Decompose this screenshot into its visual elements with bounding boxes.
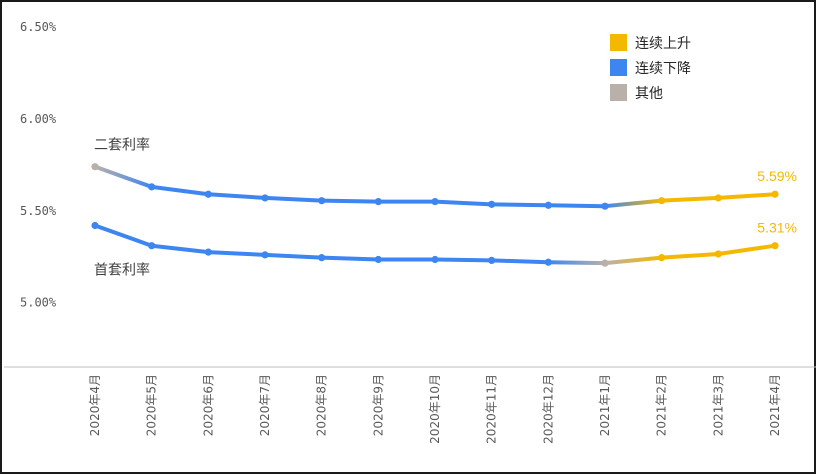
data-point [544, 201, 552, 209]
data-point [204, 190, 212, 198]
series-line-segment [433, 257, 494, 263]
y-axis: 5.00% 5.50% 6.00% 6.50% [20, 20, 57, 310]
series-line-segment [716, 243, 777, 256]
legend-item: 其他 [610, 84, 663, 102]
series-line-segment [93, 223, 154, 248]
series-1: 首套利率 5.31% [91, 220, 797, 278]
data-point [488, 256, 496, 265]
x-tick-label: 2020年5月 [145, 374, 159, 436]
data-point [488, 200, 496, 208]
end-value-label: 5.59% [757, 168, 797, 184]
legend-label: 连续上升 [635, 35, 691, 52]
data-point [714, 194, 722, 202]
series-line-segment [206, 250, 267, 257]
x-tick-label: 2020年7月 [258, 374, 272, 436]
series-0: 二套利率 5.59% [91, 137, 797, 210]
data-point [91, 163, 99, 171]
data-point [431, 255, 439, 264]
legend-label: 连续下降 [635, 60, 691, 77]
x-tick-label: 2020年4月 [88, 374, 102, 436]
series-line-segment [263, 252, 324, 260]
legend-item: 连续上升 [610, 34, 691, 52]
data-point [374, 255, 382, 264]
series-line-segment [319, 255, 381, 262]
data-point [771, 242, 779, 250]
legend-label: 其他 [635, 86, 663, 102]
series-line-segment [546, 260, 607, 266]
series-line-segment [149, 243, 211, 255]
data-point [714, 250, 722, 258]
x-tick-label: 2021年2月 [655, 374, 669, 436]
series-line-segment [659, 251, 721, 260]
x-tick-label: 2021年4月 [768, 374, 782, 436]
x-tick-label: 2020年10月 [428, 374, 442, 444]
x-tick-label: 2020年6月 [201, 374, 215, 436]
series-line-segment [93, 164, 154, 189]
series-line-segment [489, 258, 551, 265]
data-point [261, 194, 269, 202]
legend-item: 连续下降 [610, 59, 691, 77]
data-point [318, 254, 326, 262]
data-point [148, 183, 156, 191]
data-point [91, 221, 99, 230]
data-point [261, 251, 269, 259]
data-point [544, 258, 552, 266]
data-point [601, 202, 609, 210]
data-point [658, 197, 666, 205]
x-axis: 2020年4月 2020年5月 2020年6月 2020年7月 2020年8月 2020年… [88, 374, 782, 444]
y-tick-label: 5.00% [20, 296, 57, 310]
series-line-segment [433, 199, 494, 207]
y-tick-label: 6.00% [20, 112, 57, 126]
series-layer: 二套利率 5.59% 首套利率 5.31% [91, 137, 797, 278]
data-point [601, 259, 609, 267]
data-point [318, 197, 326, 205]
data-point [431, 197, 439, 206]
y-tick-label: 6.50% [20, 20, 57, 34]
series-name-label: 首套利率 [94, 261, 150, 278]
series-line-segment [716, 192, 777, 200]
series-line-segment [263, 195, 324, 203]
data-point [658, 254, 666, 262]
data-point [204, 248, 212, 256]
series-line-segment [659, 195, 721, 203]
series-line-segment [603, 198, 664, 209]
series-line-segment [319, 198, 381, 204]
legend-swatch [610, 84, 627, 101]
series-line-segment [603, 255, 664, 266]
y-tick-label: 5.50% [20, 204, 57, 218]
legend-swatch [610, 59, 627, 76]
x-tick-label: 2020年8月 [315, 374, 329, 436]
legend-swatch [610, 34, 627, 51]
data-point [148, 242, 156, 250]
series-line-segment [206, 192, 267, 200]
data-point [771, 190, 779, 198]
x-tick-label: 2020年12月 [541, 374, 555, 444]
series-line-segment [489, 202, 551, 208]
x-tick-label: 2021年3月 [711, 374, 725, 436]
series-line-segment [546, 203, 607, 209]
series-name-label: 二套利率 [94, 137, 150, 154]
x-tick-label: 2020年9月 [371, 374, 385, 436]
end-value-label: 5.31% [757, 220, 797, 236]
x-tick-label: 2021年1月 [598, 374, 612, 436]
data-point [374, 197, 382, 206]
x-tick-label: 2020年11月 [485, 374, 499, 444]
series-line-segment [149, 184, 211, 197]
